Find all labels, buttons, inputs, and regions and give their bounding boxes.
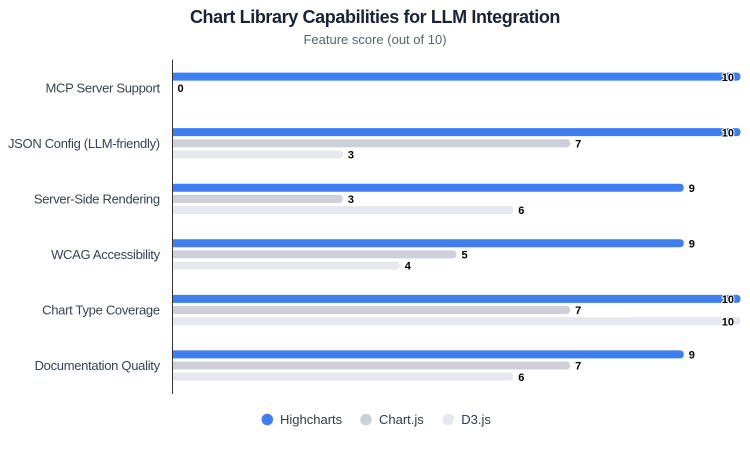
svg-text:WCAG Accessibility: WCAG Accessibility	[51, 247, 161, 262]
svg-text:4: 4	[405, 261, 412, 273]
svg-text:7: 7	[575, 305, 581, 317]
svg-text:Server-Side Rendering: Server-Side Rendering	[34, 192, 160, 207]
svg-text:10: 10	[722, 127, 734, 139]
svg-text:D3.js: D3.js	[461, 412, 491, 427]
svg-text:10: 10	[722, 72, 734, 84]
svg-text:Feature score (out of 10): Feature score (out of 10)	[303, 32, 446, 47]
svg-text:3: 3	[348, 194, 354, 206]
svg-text:6: 6	[518, 372, 524, 384]
svg-text:6: 6	[518, 205, 524, 217]
svg-text:0: 0	[178, 83, 184, 95]
svg-text:Documentation Quality: Documentation Quality	[35, 358, 161, 373]
svg-text:Chart Type Coverage: Chart Type Coverage	[42, 303, 160, 318]
svg-text:MCP Server Support: MCP Server Support	[45, 80, 160, 95]
svg-text:10: 10	[722, 294, 734, 306]
svg-text:9: 9	[689, 183, 695, 195]
svg-text:9: 9	[689, 238, 695, 250]
svg-text:JSON Config (LLM-friendly): JSON Config (LLM-friendly)	[8, 136, 160, 151]
svg-text:5: 5	[462, 250, 468, 262]
svg-text:10: 10	[722, 316, 734, 328]
svg-text:7: 7	[575, 361, 581, 373]
svg-text:Chart.js: Chart.js	[379, 412, 424, 427]
svg-text:Highcharts: Highcharts	[280, 412, 343, 427]
svg-text:7: 7	[575, 138, 581, 150]
svg-text:9: 9	[689, 349, 695, 361]
svg-text:Chart Library Capabilities for: Chart Library Capabilities for LLM Integ…	[190, 7, 560, 27]
svg-text:3: 3	[348, 150, 354, 162]
